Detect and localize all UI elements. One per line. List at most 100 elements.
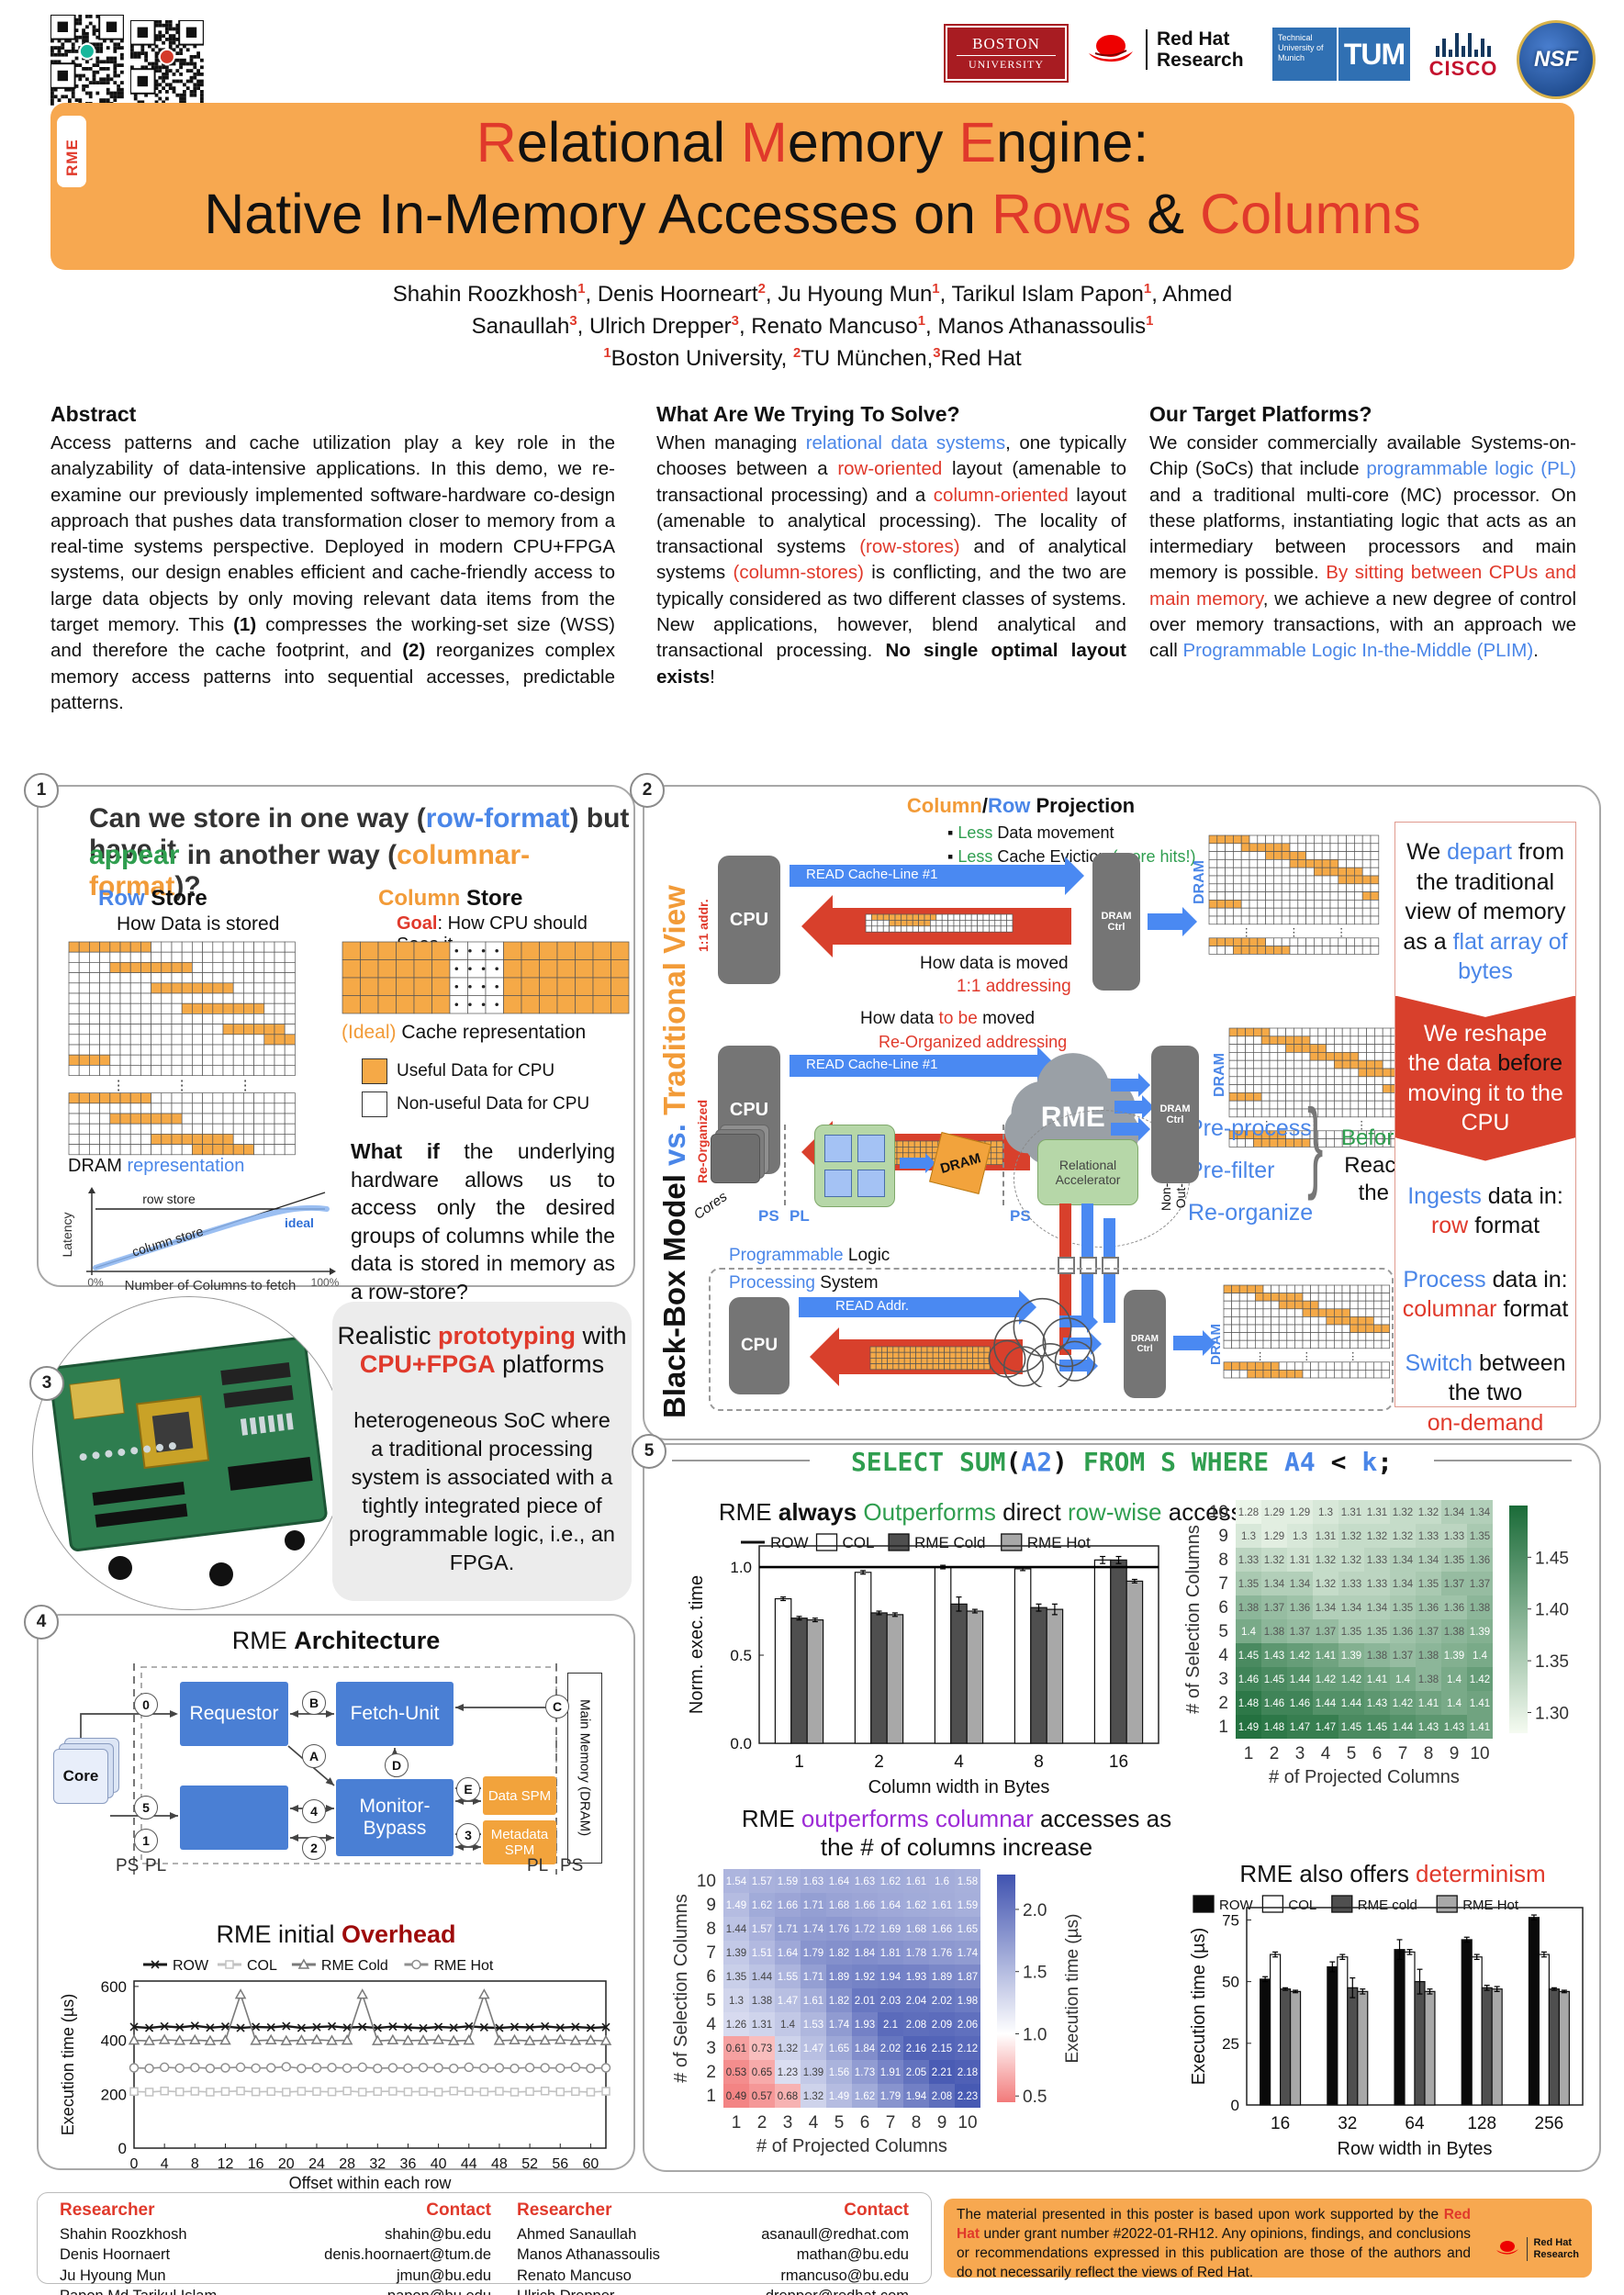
svg-text:1.35: 1.35: [1444, 1555, 1464, 1566]
reshape-chevron: We reshape the data before moving it to …: [1395, 995, 1575, 1161]
architecture-title: RME Architecture: [231, 1627, 441, 1654]
green-heatmap: 1.28 1.29 1.29 1.3 1.31 1.31 1.32 1.32 1.34 1.34 1…: [1184, 1491, 1594, 1797]
svg-text:1.38: 1.38: [1418, 1674, 1439, 1685]
svg-text:1.26: 1.26: [726, 2020, 746, 2031]
read-cacheline-label-b: READ Cache-Line #1: [806, 1057, 938, 1072]
svg-text:0.49: 0.49: [726, 2091, 746, 2102]
nsf-text: NSF: [1534, 47, 1578, 72]
svg-text:1.6: 1.6: [935, 1876, 949, 1887]
cisco-bars: [1416, 26, 1511, 57]
svg-text:1.45: 1.45: [1341, 1722, 1361, 1733]
svg-text:1.35: 1.35: [1367, 1627, 1387, 1638]
svg-text:3: 3: [706, 2039, 716, 2058]
svg-text:1.37: 1.37: [1290, 1627, 1310, 1638]
bu-line2: UNIVERSITY: [969, 58, 1044, 71]
svg-text:1.66: 1.66: [932, 1924, 952, 1935]
dram-row-store-grid: ⋮ ⋮ ⋮: [68, 941, 296, 1156]
svg-text:1.39: 1.39: [803, 2067, 823, 2078]
what-if-text: What if the underlying hardware allows u…: [351, 1139, 615, 1304]
arch-tag-2: 2: [302, 1836, 326, 1860]
svg-text:1.45: 1.45: [1535, 1549, 1569, 1568]
svg-text:⋮: ⋮: [1356, 1120, 1366, 1131]
panel1-badge: 1: [24, 773, 59, 808]
svg-text:2.18: 2.18: [958, 2067, 978, 2078]
svg-text:1.38: 1.38: [1470, 1603, 1490, 1614]
researcher-rows: Shahin Roozkhosh Denis Hoornaert Ju Hyoung…: [60, 2224, 909, 2295]
svg-text:1.71: 1.71: [778, 1924, 798, 1935]
svg-text:1.33: 1.33: [1238, 1555, 1259, 1566]
redhat-text-2: Research: [1157, 50, 1244, 71]
svg-text:1.62: 1.62: [906, 1900, 926, 1911]
svg-text:1.44: 1.44: [726, 1924, 747, 1935]
svg-text:10: 10: [1209, 1503, 1228, 1522]
nonuseful-swatch: [362, 1092, 387, 1117]
svg-text:1.45: 1.45: [1367, 1722, 1387, 1733]
svg-text:1.4: 1.4: [1473, 1651, 1488, 1662]
acknowledgment-box: The material presented in this poster is…: [944, 2199, 1592, 2280]
researcher-name: Denis Hoornaert: [60, 2246, 171, 2264]
svg-text:1.47: 1.47: [803, 2043, 823, 2054]
nonuseful-label: Non-useful Data for CPU: [397, 1094, 590, 1114]
svg-text:1.64: 1.64: [880, 1900, 902, 1911]
svg-text:64: 64: [1405, 2114, 1425, 2133]
svg-text:3: 3: [1295, 1744, 1305, 1763]
svg-text:2.02: 2.02: [880, 2043, 901, 2054]
main-memory-box: Main Memory (DRAM): [567, 1673, 602, 1864]
rme-tab: RME: [57, 116, 86, 187]
svg-text:1.84: 1.84: [855, 1948, 876, 1959]
re-organize-label: Re-organize: [1188, 1200, 1314, 1226]
svg-text:1.33: 1.33: [1367, 1555, 1387, 1566]
svg-text:8: 8: [912, 2113, 922, 2133]
svg-text:1.43: 1.43: [1367, 1698, 1387, 1709]
svg-text:1.48: 1.48: [1238, 1698, 1259, 1709]
svg-text:RME Hot: RME Hot: [433, 1958, 493, 1974]
authors-block: Shahin Roozkhosh1, Denis Hoorneart2, Ju …: [184, 279, 1441, 375]
svg-text:2.1: 2.1: [883, 2020, 898, 2031]
svg-text:1.89: 1.89: [829, 1972, 849, 1983]
legend-nonuseful: Non-useful Data for CPU: [362, 1092, 589, 1117]
prototyping-body: heterogeneous SoC where a traditional pr…: [349, 1408, 615, 1575]
researcher-name: Ju Hyoung Mun: [60, 2267, 166, 2284]
tum-logo: Technical University of Munich TUM: [1272, 28, 1410, 81]
svg-text:1.38: 1.38: [752, 1996, 772, 2007]
svg-text:9: 9: [1450, 1744, 1460, 1763]
svg-text:1.71: 1.71: [803, 1900, 823, 1911]
svg-text:7: 7: [886, 2113, 896, 2133]
svg-text:1.35: 1.35: [1418, 1579, 1439, 1590]
svg-text:1.4: 1.4: [1241, 1627, 1257, 1638]
svg-text:4: 4: [1321, 1744, 1331, 1763]
svg-text:10: 10: [958, 2113, 977, 2133]
svg-text:1.33: 1.33: [1341, 1579, 1361, 1590]
svg-text:7: 7: [1398, 1744, 1408, 1763]
svg-text:1.31: 1.31: [752, 2020, 772, 2031]
svg-text:1.38: 1.38: [1444, 1627, 1464, 1638]
svg-text:1.72: 1.72: [855, 1924, 875, 1935]
svg-text:4: 4: [954, 1752, 964, 1772]
svg-text:1.39: 1.39: [1444, 1651, 1464, 1662]
fpga-board-photo: [32, 1296, 346, 1610]
svg-text:1.39: 1.39: [726, 1948, 746, 1959]
takeaway-sidebar: We depart from the traditional view of m…: [1394, 822, 1576, 1436]
process-text: Process data in: columnar format: [1402, 1266, 1569, 1323]
svg-text:1.4: 1.4: [1447, 1698, 1462, 1709]
panel5-badge: 5: [632, 1434, 666, 1469]
dram-grid-d: ⋮ ⋮ ⋮: [1223, 1284, 1391, 1379]
svg-text:1.57: 1.57: [752, 1924, 772, 1935]
svg-text:1.82: 1.82: [829, 1948, 849, 1959]
svg-text:1.3: 1.3: [729, 1996, 744, 2007]
svg-text:8: 8: [191, 2156, 199, 2172]
svg-text:0: 0: [130, 2156, 139, 2172]
svg-text:1.81: 1.81: [880, 1948, 901, 1959]
cpu-box-d: CPU: [729, 1297, 790, 1394]
read-addr-label: READ Addr.: [835, 1298, 910, 1314]
svg-text:1.59: 1.59: [778, 1876, 798, 1887]
svg-text:1.36: 1.36: [1444, 1603, 1464, 1614]
dram-ctrl-d: DRAM Ctrl: [1124, 1290, 1166, 1398]
cloud-d-arrow-2: [1063, 1332, 1102, 1355]
svg-text:2.02: 2.02: [932, 1996, 952, 2007]
svg-text:1.34: 1.34: [1418, 1555, 1439, 1566]
svg-text:8: 8: [1424, 1744, 1434, 1763]
panel2-badge: 2: [630, 773, 665, 808]
svg-text:1: 1: [1244, 1744, 1254, 1763]
svg-text:2: 2: [1270, 1744, 1280, 1763]
